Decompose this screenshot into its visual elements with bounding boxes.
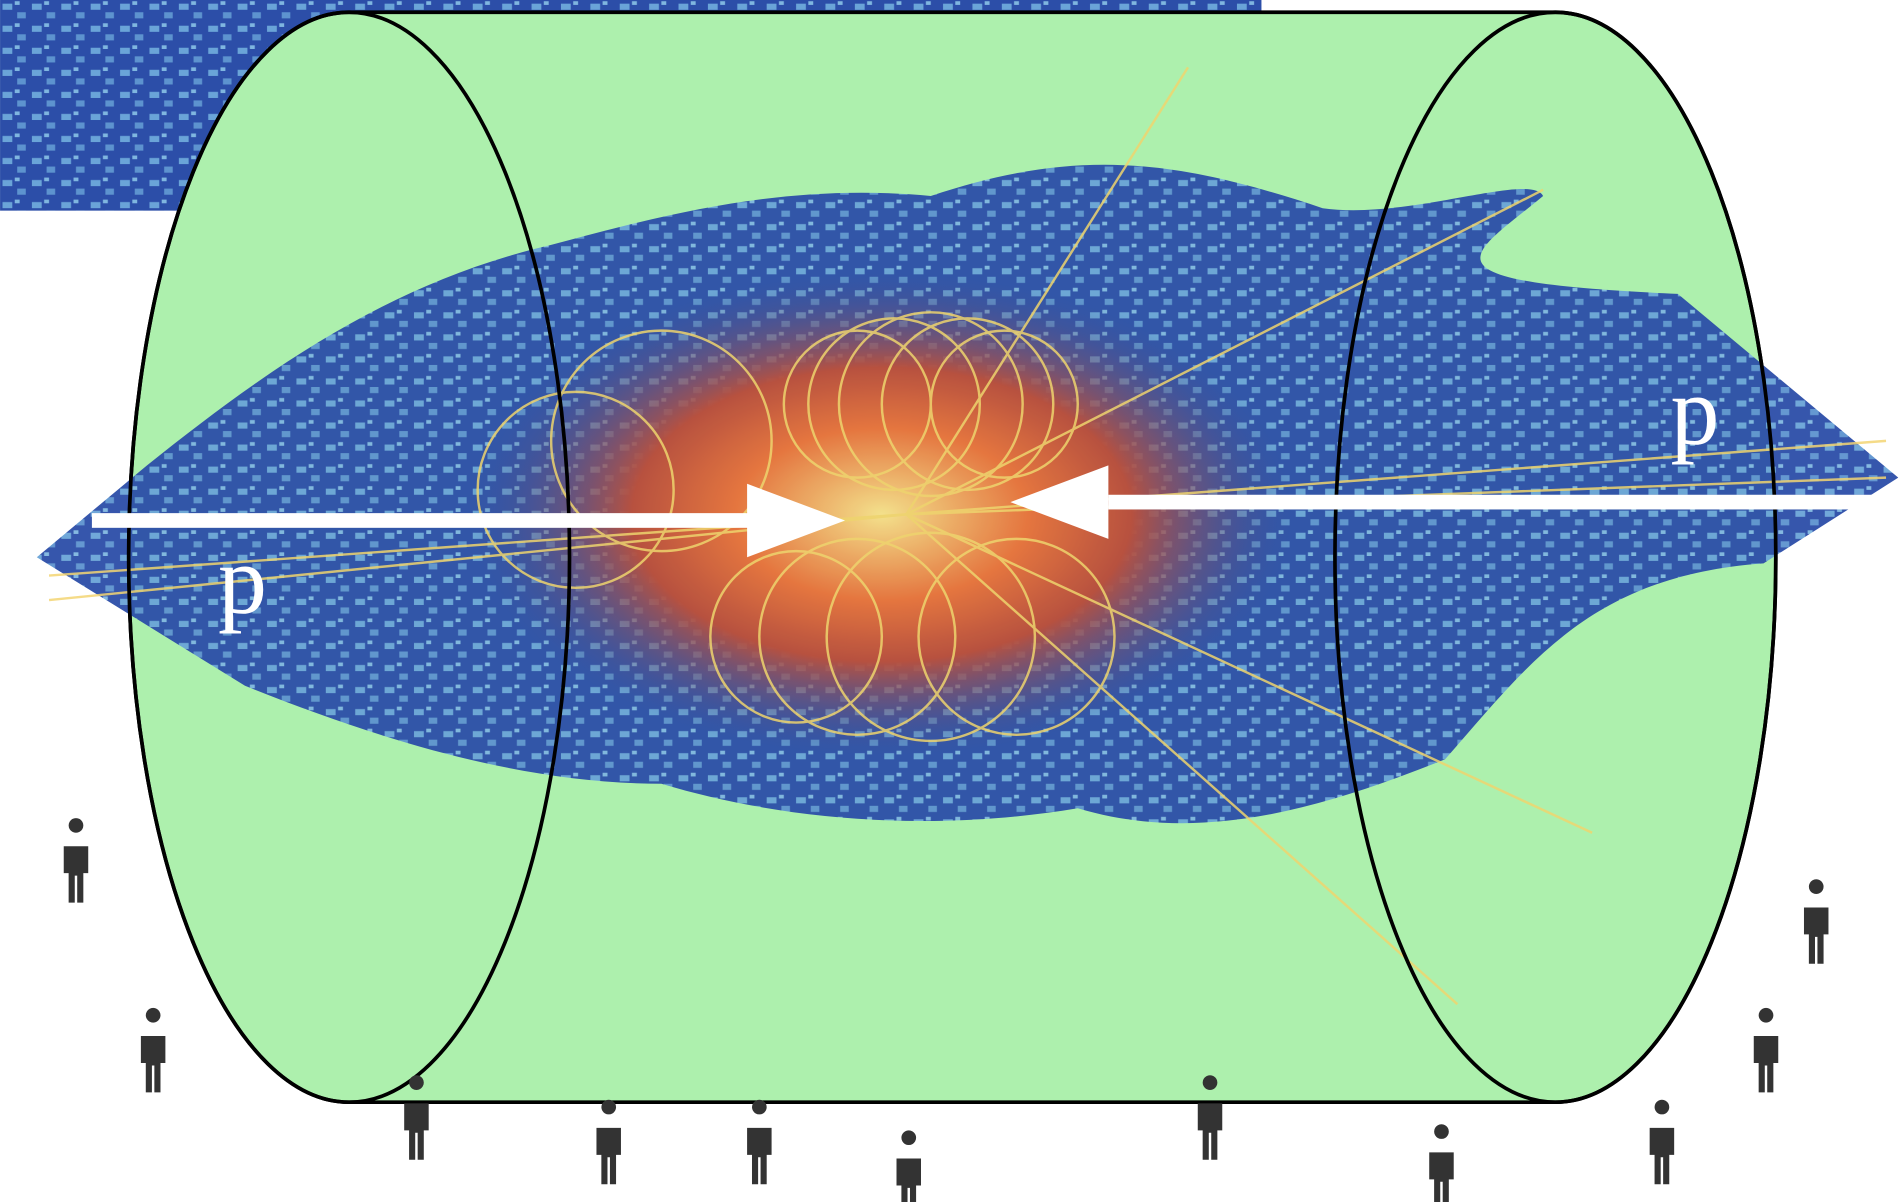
collision-diagram: p p xyxy=(0,0,1902,1202)
person xyxy=(596,1100,620,1185)
person xyxy=(1754,1008,1778,1093)
person xyxy=(897,1130,921,1202)
person xyxy=(1650,1100,1674,1185)
person xyxy=(747,1100,771,1185)
beam-label: p xyxy=(1670,357,1719,465)
person xyxy=(1804,879,1828,964)
beam-label: p xyxy=(218,526,267,634)
person xyxy=(141,1008,165,1093)
person xyxy=(1429,1124,1453,1202)
page: p p (() => { const data = JSON.parse(doc… xyxy=(0,0,1902,1202)
person xyxy=(64,818,88,903)
